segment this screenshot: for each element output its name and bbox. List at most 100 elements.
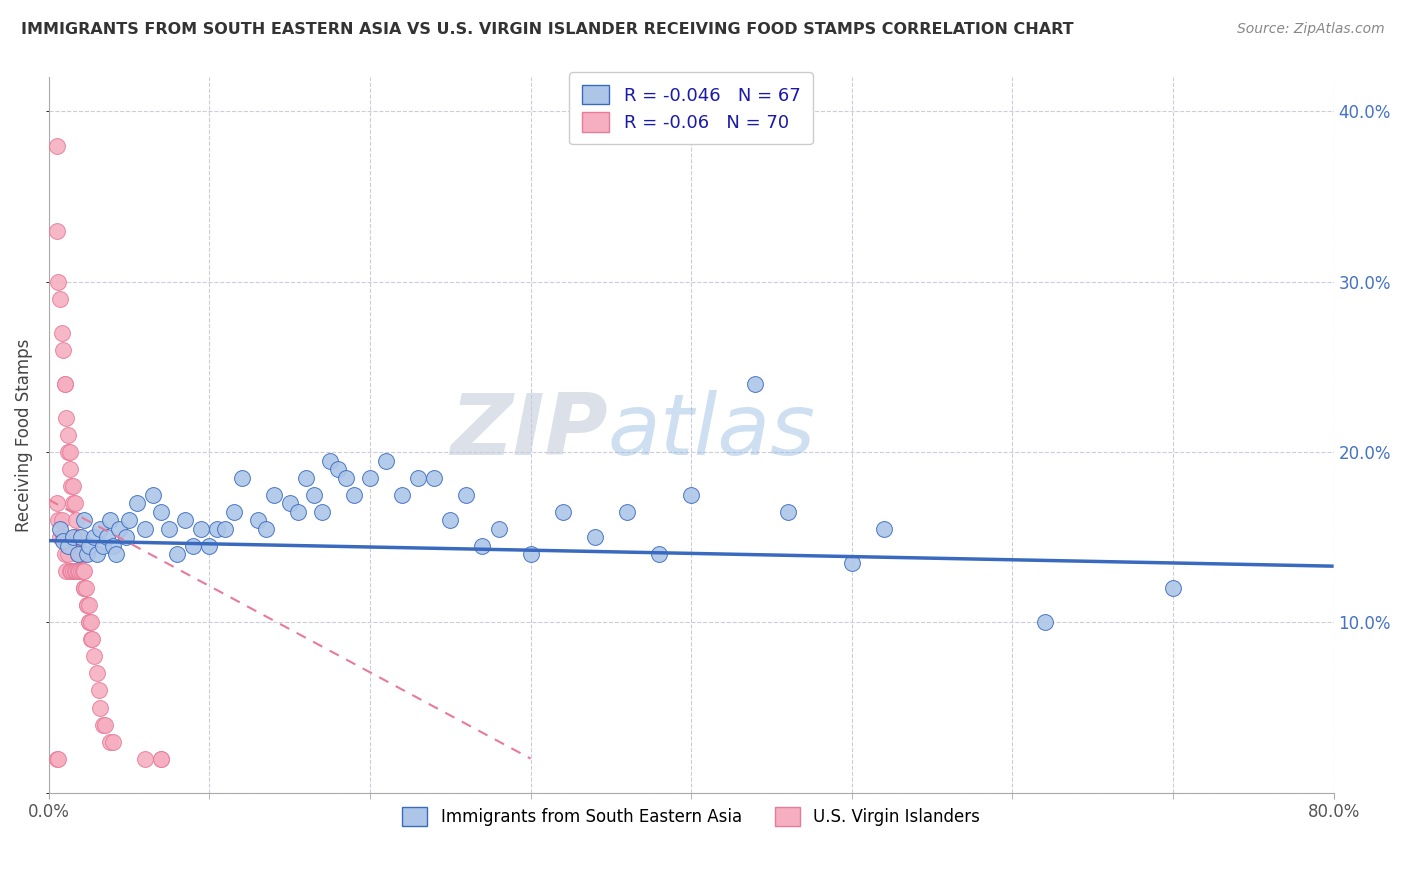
Point — [115, 530, 138, 544]
Point — [101, 539, 124, 553]
Point — [1161, 582, 1184, 596]
Point — [79, 615, 101, 630]
Point — [488, 522, 510, 536]
Point — [66, 547, 89, 561]
Point — [70, 547, 93, 561]
Point — [86, 547, 108, 561]
Point — [45, 138, 67, 153]
Point — [311, 505, 333, 519]
Text: ZIP: ZIP — [450, 390, 607, 473]
Point — [66, 547, 89, 561]
Point — [77, 615, 100, 630]
Point — [190, 522, 212, 536]
Point — [73, 564, 96, 578]
Point — [49, 530, 72, 544]
Point — [52, 533, 75, 548]
Point — [62, 530, 84, 544]
Point — [93, 717, 115, 731]
Point — [207, 522, 229, 536]
Point — [48, 275, 70, 289]
Point — [551, 505, 574, 519]
Point — [1033, 615, 1056, 630]
Point — [648, 547, 671, 561]
Point — [65, 564, 87, 578]
Point — [150, 751, 173, 765]
Point — [66, 564, 89, 578]
Point — [73, 513, 96, 527]
Point — [375, 453, 398, 467]
Point — [72, 564, 94, 578]
Point — [67, 564, 90, 578]
Point — [62, 479, 84, 493]
Point — [873, 522, 896, 536]
Point — [101, 734, 124, 748]
Point — [278, 496, 301, 510]
Point — [51, 513, 73, 527]
Point — [98, 734, 121, 748]
Point — [59, 445, 82, 459]
Point — [231, 470, 253, 484]
Point — [174, 513, 197, 527]
Point — [66, 530, 89, 544]
Point — [70, 564, 93, 578]
Point — [142, 488, 165, 502]
Point — [198, 539, 221, 553]
Point — [52, 530, 75, 544]
Point — [287, 505, 309, 519]
Point — [53, 547, 76, 561]
Point — [222, 505, 245, 519]
Point — [681, 488, 703, 502]
Point — [63, 496, 86, 510]
Point — [343, 488, 366, 502]
Point — [76, 547, 98, 561]
Point — [51, 326, 73, 340]
Point — [53, 376, 76, 391]
Point — [519, 547, 541, 561]
Point — [55, 411, 77, 425]
Point — [841, 556, 863, 570]
Point — [67, 547, 90, 561]
Point — [98, 513, 121, 527]
Point — [326, 462, 349, 476]
Point — [776, 505, 799, 519]
Text: IMMIGRANTS FROM SOUTH EASTERN ASIA VS U.S. VIRGIN ISLANDER RECEIVING FOOD STAMPS: IMMIGRANTS FROM SOUTH EASTERN ASIA VS U.… — [21, 22, 1074, 37]
Point — [439, 513, 461, 527]
Point — [48, 751, 70, 765]
Point — [254, 522, 277, 536]
Point — [96, 530, 118, 544]
Legend: Immigrants from South Eastern Asia, U.S. Virgin Islanders: Immigrants from South Eastern Asia, U.S.… — [394, 799, 988, 834]
Point — [77, 615, 100, 630]
Point — [60, 564, 83, 578]
Point — [157, 522, 180, 536]
Point — [294, 470, 316, 484]
Point — [62, 564, 84, 578]
Point — [105, 547, 128, 561]
Point — [134, 522, 156, 536]
Point — [48, 513, 70, 527]
Point — [65, 530, 87, 544]
Point — [150, 505, 173, 519]
Point — [77, 539, 100, 553]
Point — [73, 582, 96, 596]
Point — [134, 751, 156, 765]
Point — [45, 751, 67, 765]
Text: Source: ZipAtlas.com: Source: ZipAtlas.com — [1237, 22, 1385, 37]
Point — [423, 470, 446, 484]
Y-axis label: Receiving Food Stamps: Receiving Food Stamps — [15, 338, 32, 532]
Point — [60, 479, 83, 493]
Point — [63, 564, 86, 578]
Point — [59, 462, 82, 476]
Point — [335, 470, 357, 484]
Point — [456, 488, 478, 502]
Point — [89, 700, 111, 714]
Point — [52, 343, 75, 357]
Point — [56, 445, 79, 459]
Point — [166, 547, 188, 561]
Point — [616, 505, 638, 519]
Point — [183, 539, 205, 553]
Point — [391, 488, 413, 502]
Point — [89, 522, 111, 536]
Point — [127, 496, 149, 510]
Point — [55, 564, 77, 578]
Point — [49, 292, 72, 306]
